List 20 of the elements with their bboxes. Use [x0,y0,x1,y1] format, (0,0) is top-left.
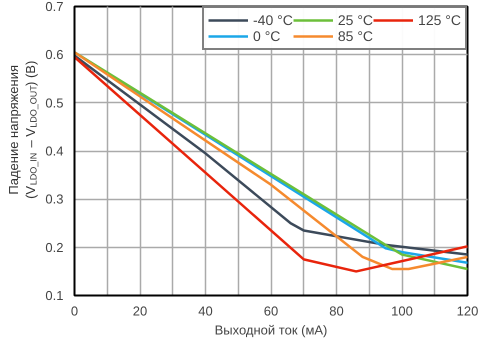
legend-label: 25 °C [338,12,374,28]
x-tick-label: 100 [391,304,413,318]
y-tick-label: 0.1 [45,288,64,303]
legend-label: -40 °C [253,12,293,28]
x-tick-label: 120 [456,304,478,318]
y-tick-label: 0.6 [45,47,64,62]
y-tick-label: 0.5 [45,95,64,110]
x-tick-label: 80 [329,304,344,318]
y-tick-label: 0.4 [45,144,64,158]
x-tick-label: 0 [70,304,78,318]
legend-label: 85 °C [338,28,374,44]
x-axis-title: Выходной ток (мА) [214,322,328,338]
legend-label: 125 °C [418,12,461,28]
x-tick-label: 40 [198,304,213,318]
y-tick-label: 0.7 [45,0,64,14]
y-tick-label: 0.3 [45,192,64,207]
legend-label: 0 °C [253,28,280,44]
x-tick-label: 60 [264,304,278,318]
y-tick-label: 0.2 [45,240,64,255]
x-tick-label: 20 [132,304,148,318]
